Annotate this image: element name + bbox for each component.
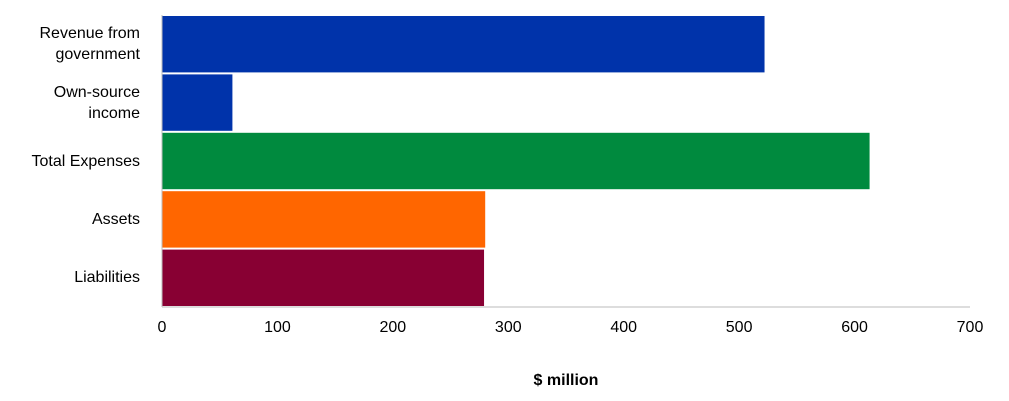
x-tick-label: 700 [957, 319, 984, 336]
x-tick-label: 100 [264, 319, 291, 336]
bar [162, 191, 486, 248]
bar [162, 249, 485, 306]
y-tick-label: Assets [91, 210, 140, 228]
bar [162, 16, 765, 73]
bar [162, 132, 870, 190]
x-tick-label: 500 [726, 319, 753, 336]
y-tick-label: Liabilities [74, 269, 140, 287]
y-tick-label: Own-source income [53, 83, 140, 122]
bar [162, 74, 233, 131]
x-tick-label: 600 [841, 319, 868, 336]
y-tick-label: Total Expenses [31, 152, 140, 170]
y-tick-label: Revenue from government [39, 25, 141, 64]
x-tick-label: 400 [610, 319, 637, 336]
x-axis-label: $ million [534, 372, 599, 389]
x-tick-label: 0 [158, 319, 167, 336]
x-tick-label: 300 [495, 319, 522, 336]
x-tick-label: 200 [380, 319, 407, 336]
